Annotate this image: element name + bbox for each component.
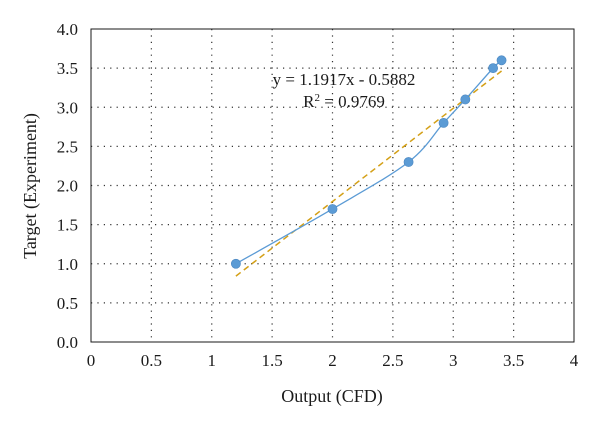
r-squared-value: = 0.9769 [320,92,385,111]
trendline [235,70,503,277]
y-tick-label: 2.0 [57,177,78,196]
y-tick-label: 0.0 [57,333,78,352]
data-point [438,118,449,128]
data-point [460,94,471,105]
data-point [403,157,414,167]
series [230,55,507,277]
x-tick-label: 2 [328,351,337,370]
x-tick-label: 1.5 [262,351,283,370]
y-axis-title: Target (Experiment) [20,113,41,259]
series-line [235,59,502,265]
grid [91,29,574,342]
y-tick-label: 3.5 [57,59,78,78]
y-tick-label: 1.0 [57,255,78,274]
x-tick-label: 0.5 [141,351,162,370]
y-tick-label: 0.5 [57,294,78,313]
data-point [230,258,241,269]
data-point [327,204,338,214]
x-axis-title: Output (CFD) [281,386,383,407]
y-tick-label: 3.0 [57,98,78,117]
y-tick-label: 4.0 [57,20,78,39]
axis-ticks: 0 0.5 1 1.5 2 2.5 3 3.5 4 0.0 0.5 1.0 1.5 2.0 2.5 3.0 3.… [57,20,579,370]
data-point [488,63,498,74]
x-tick-label: 4 [570,351,579,370]
y-tick-label: 1.5 [57,216,78,235]
plot-area-border [90,28,575,343]
r-squared-prefix: R [303,92,315,111]
x-tick-label: 0 [87,351,96,370]
x-tick-label: 2.5 [382,351,403,370]
x-tick-label: 3.5 [503,351,524,370]
x-tick-label: 1 [208,351,217,370]
r-squared-label: R2 = 0.9769 [303,92,385,111]
r-squared-superscript: 2 [315,92,321,104]
x-tick-label: 3 [449,351,458,370]
data-point [496,55,507,66]
trendline-equation: y = 1.1917x - 0.5882 [273,70,416,89]
y-tick-label: 2.5 [57,137,78,156]
